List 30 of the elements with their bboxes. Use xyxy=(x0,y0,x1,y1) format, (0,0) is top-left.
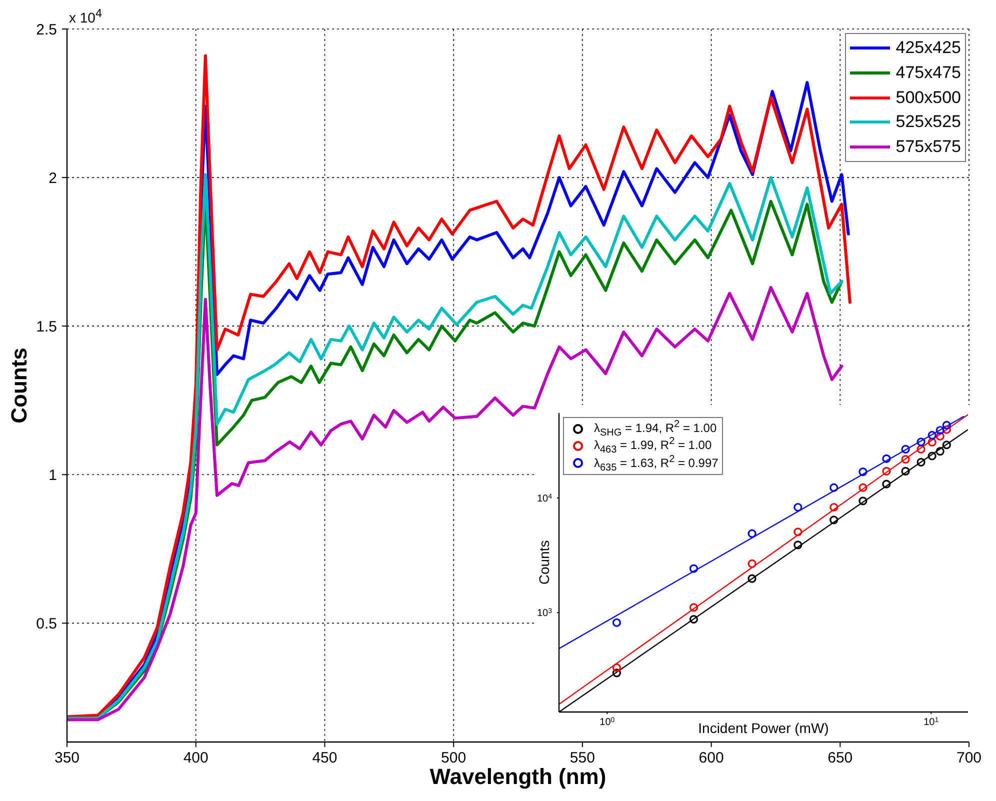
x-tick-label: 650 xyxy=(828,750,853,766)
y-tick-label: 1.5 xyxy=(36,318,57,336)
y-tick-label: 2.5 xyxy=(36,21,57,38)
legend-label: 500x500 xyxy=(896,88,961,108)
x-axis-title: Incident Power (mW) xyxy=(698,720,829,736)
y-axis-title: Counts xyxy=(536,540,552,585)
x-tick-label: 500 xyxy=(441,750,466,766)
x-tick-label: 700 xyxy=(956,750,982,766)
y-tick-label: 10$^{3}$ xyxy=(536,608,552,620)
y-tick-label: 10$^{4}$ xyxy=(536,492,552,504)
legend-label: 425x425 xyxy=(896,38,961,58)
x-tick-label: 10$^{0}$ xyxy=(600,716,615,728)
x-tick-label: 600 xyxy=(698,750,724,766)
x-tick-label: 450 xyxy=(312,750,338,766)
legend-label: 525x525 xyxy=(896,112,961,132)
x-tick-label: 550 xyxy=(570,750,595,766)
x-tick-label: 400 xyxy=(183,750,208,766)
y-tick-label: 2 xyxy=(48,170,57,187)
y-tick-label: 0.5 xyxy=(36,615,57,632)
legend-label: 475x475 xyxy=(896,62,961,83)
legend-label: λ$_{463}$ = 1.99, R$^{2}$ = 1.00 xyxy=(594,436,712,456)
legend-label: λ$_{SHG}$ = 1.94, R$^{2}$ = 1.00 xyxy=(594,419,717,438)
text: x 10$^{4}$ xyxy=(69,7,102,26)
legend-label: 575x575 xyxy=(896,136,961,157)
y-tick-label: 1 xyxy=(48,466,57,484)
legend-label: λ$_{635}$ = 1.63, R$^{2}$ = 0.997 xyxy=(594,454,718,474)
x-tick-label: 350 xyxy=(54,750,80,766)
y-axis-title: Counts xyxy=(6,348,32,424)
x-axis-title: Wavelength (nm) xyxy=(430,764,606,789)
x-tick-label: 10$^{1}$ xyxy=(924,716,939,728)
